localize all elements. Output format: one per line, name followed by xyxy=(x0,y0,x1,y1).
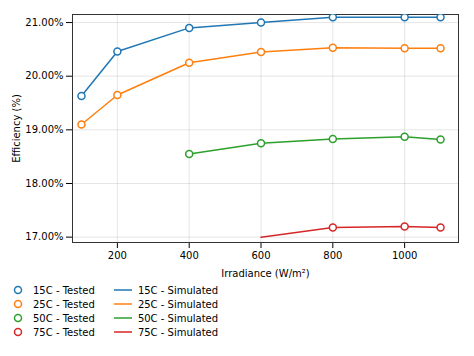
html-text:50C - Tested: 50C - Tested xyxy=(33,312,95,324)
svg-text:200: 200 xyxy=(108,250,127,261)
html-text:25C - Simulated: 25C - Simulated xyxy=(137,298,219,310)
html-text:15C - Simulated: 15C - Simulated xyxy=(137,284,219,296)
svg-text:20.00%: 20.00% xyxy=(25,70,63,81)
svg-text:600: 600 xyxy=(251,250,270,261)
html-text:50C - Simulated: 50C - Simulated xyxy=(137,312,219,324)
html-text:75C - Tested: 75C - Tested xyxy=(33,326,95,338)
html-text:75C - Simulated: 75C - Simulated xyxy=(137,326,219,338)
svg-text:Efficiency (%): Efficiency (%) xyxy=(11,94,22,163)
svg-text:1000: 1000 xyxy=(392,250,417,261)
svg-text:18.00%: 18.00% xyxy=(25,178,63,189)
svg-text:19.00%: 19.00% xyxy=(25,124,63,135)
svg-text:Irradiance (W/m²): Irradiance (W/m²) xyxy=(221,268,309,279)
html-text:25C - Tested: 25C - Tested xyxy=(33,298,95,310)
svg-text:400: 400 xyxy=(180,250,199,261)
svg-text:800: 800 xyxy=(323,250,342,261)
svg-text:21.00%: 21.00% xyxy=(25,17,63,28)
svg-text:17.00%: 17.00% xyxy=(25,231,63,242)
html-text:15C - Tested: 15C - Tested xyxy=(33,284,95,296)
